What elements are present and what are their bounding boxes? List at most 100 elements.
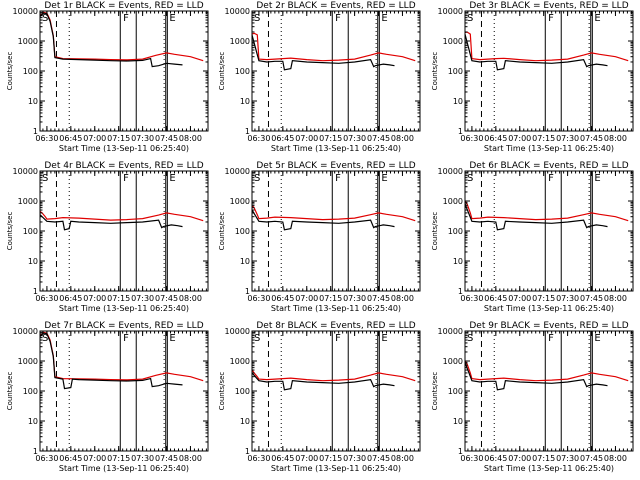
y-tick-label: 1000	[18, 357, 38, 366]
y-tick-label: 1	[245, 287, 250, 296]
events-series-line	[464, 203, 608, 231]
x-tick-label: 08:00	[391, 134, 414, 143]
lld-series-line	[39, 210, 204, 222]
y-tick-label: 1	[33, 447, 38, 456]
x-tick-label: 07:15	[107, 454, 130, 463]
y-tick-label: 10	[240, 257, 250, 266]
x-tick-label: 07:30	[131, 294, 154, 303]
x-axis-label: Start Time (13-Sep-11 06:25:40)	[271, 464, 401, 473]
x-axis-label: Start Time (13-Sep-11 06:25:40)	[59, 144, 189, 153]
lld-series-line	[251, 369, 416, 382]
panel-title: Det 1r BLACK = Events, RED = LLD	[44, 1, 203, 11]
y-tick-label: 1000	[18, 197, 38, 206]
marker-label: S	[42, 13, 48, 24]
x-tick-label: 07:00	[295, 134, 318, 143]
marker-label: E	[381, 333, 387, 344]
y-axis-label: Counts/sec	[6, 212, 14, 251]
y-tick-label: 10	[28, 417, 38, 426]
y-tick-label: 10000	[13, 7, 38, 16]
marker-label-bg	[334, 12, 343, 22]
panel-title: Det 3r BLACK = Events, RED = LLD	[469, 1, 628, 11]
y-tick-label: 1	[33, 287, 38, 296]
x-tick-label: 07:30	[343, 294, 366, 303]
y-tick-label: 1	[458, 127, 463, 136]
y-tick-label: 1000	[18, 37, 38, 46]
events-series-line	[39, 214, 183, 231]
x-tick-label: 07:45	[155, 134, 178, 143]
marker-label-bg	[380, 12, 389, 22]
x-tick-label: 06:30	[247, 454, 270, 463]
plot-frame	[39, 170, 209, 292]
y-tick-label: 1	[245, 127, 250, 136]
marker-label: E	[381, 173, 387, 184]
y-axis-label: Counts/sec	[431, 52, 439, 91]
x-tick-label: 07:00	[508, 294, 531, 303]
marker-label: S	[254, 13, 260, 24]
x-tick-label: 07:30	[556, 134, 579, 143]
x-tick-label: 07:30	[343, 134, 366, 143]
x-tick-label: 06:30	[35, 294, 58, 303]
x-axis-label: Start Time (13-Sep-11 06:25:40)	[271, 304, 401, 313]
x-tick-label: 07:15	[532, 294, 555, 303]
y-tick-label: 10000	[225, 167, 250, 176]
marker-label: S	[254, 333, 260, 344]
marker-label-bg	[593, 12, 602, 22]
y-tick-label: 10	[240, 417, 250, 426]
x-tick-label: 07:45	[367, 294, 390, 303]
marker-label: F	[548, 173, 554, 184]
marker-label: E	[594, 173, 600, 184]
marker-label-bg	[253, 332, 261, 342]
x-tick-label: 06:45	[271, 134, 294, 143]
marker-label-bg	[334, 332, 343, 342]
marker-label-bg	[122, 172, 131, 182]
x-tick-label: 06:30	[247, 294, 270, 303]
plot-frame	[464, 170, 634, 292]
events-series-line	[251, 34, 395, 71]
detector-panel: Det 6r BLACK = Events, RED = LLD S F E 1 10 10…	[431, 161, 634, 313]
marker-label-bg	[547, 332, 556, 342]
x-axis-label: Start Time (13-Sep-11 06:25:40)	[59, 304, 189, 313]
marker-label: S	[467, 333, 473, 344]
x-tick-label: 06:30	[35, 134, 58, 143]
marker-label: E	[169, 173, 175, 184]
y-axis-label: Counts/sec	[218, 52, 226, 91]
y-tick-label: 1000	[443, 197, 463, 206]
y-tick-label: 10000	[225, 7, 250, 16]
marker-label-bg	[593, 332, 602, 342]
x-tick-label: 07:15	[532, 134, 555, 143]
x-tick-label: 08:00	[179, 134, 202, 143]
plot-frame	[251, 330, 421, 452]
lld-series-line	[464, 200, 629, 222]
marker-label-bg	[466, 332, 474, 342]
x-tick-label: 07:45	[580, 134, 603, 143]
plot-frame	[251, 170, 421, 292]
x-tick-label: 07:15	[319, 294, 342, 303]
marker-label: S	[42, 333, 48, 344]
panel-title: Det 7r BLACK = Events, RED = LLD	[44, 321, 203, 331]
y-tick-label: 100	[448, 227, 463, 236]
marker-label: E	[594, 13, 600, 24]
x-tick-label: 06:45	[484, 134, 507, 143]
plot-frame	[251, 10, 421, 132]
y-tick-label: 10000	[438, 7, 463, 16]
y-axis-label: Counts/sec	[6, 52, 14, 91]
events-series-line	[464, 362, 608, 391]
y-tick-label: 100	[235, 67, 250, 76]
marker-label: F	[335, 333, 341, 344]
x-tick-label: 07:00	[295, 294, 318, 303]
marker-label-bg	[122, 332, 131, 342]
x-tick-label: 07:15	[532, 454, 555, 463]
y-tick-label: 1	[458, 287, 463, 296]
x-tick-label: 06:30	[460, 134, 483, 143]
events-series-line	[251, 209, 395, 231]
y-tick-label: 100	[448, 67, 463, 76]
x-tick-label: 07:00	[83, 454, 106, 463]
x-tick-label: 06:30	[247, 134, 270, 143]
x-tick-label: 07:30	[556, 454, 579, 463]
panel-title: Det 2r BLACK = Events, RED = LLD	[256, 1, 415, 11]
marker-label-bg	[466, 172, 474, 182]
x-tick-label: 07:45	[155, 294, 178, 303]
x-tick-label: 07:00	[295, 454, 318, 463]
x-tick-label: 06:30	[460, 294, 483, 303]
